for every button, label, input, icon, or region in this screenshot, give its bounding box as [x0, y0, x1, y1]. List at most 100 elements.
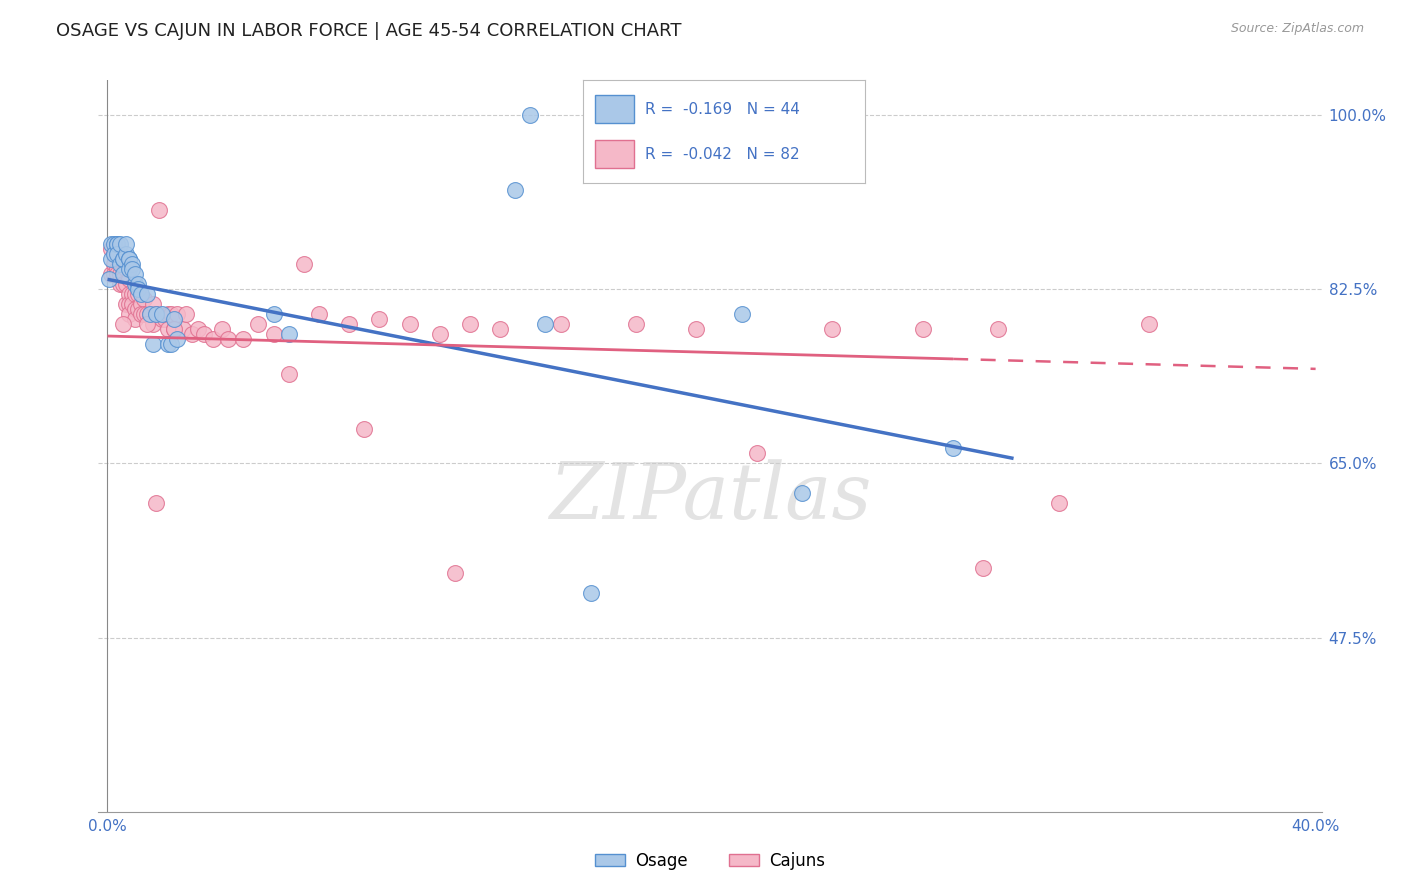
Point	[166, 307, 188, 321]
Point	[103, 237, 125, 252]
Point	[972, 561, 994, 575]
Point	[503, 183, 526, 197]
Point	[156, 307, 179, 321]
Point	[142, 297, 165, 311]
Point	[124, 312, 146, 326]
Point	[100, 243, 122, 257]
Point	[105, 237, 128, 252]
Point	[127, 287, 149, 301]
Point	[108, 252, 131, 267]
Point	[139, 307, 162, 321]
Text: R =  -0.042   N = 82: R = -0.042 N = 82	[645, 146, 800, 161]
Text: Source: ZipAtlas.com: Source: ZipAtlas.com	[1230, 22, 1364, 36]
Point	[202, 332, 225, 346]
Point	[160, 337, 183, 351]
Point	[353, 421, 375, 435]
Point	[132, 292, 155, 306]
Point	[145, 307, 167, 321]
Point	[111, 252, 134, 267]
Point	[181, 326, 204, 341]
Point	[534, 317, 557, 331]
Point	[121, 297, 143, 311]
Point	[100, 268, 122, 282]
Point	[129, 297, 152, 311]
Point	[105, 268, 128, 282]
Bar	[595, 95, 634, 123]
Point	[100, 237, 122, 252]
Point	[166, 332, 188, 346]
Point	[150, 312, 173, 326]
Point	[121, 262, 143, 277]
Point	[443, 566, 465, 580]
Point	[193, 326, 215, 341]
Point	[117, 297, 139, 311]
Point	[105, 237, 128, 252]
Point	[111, 272, 134, 286]
Point	[114, 262, 136, 277]
Text: R =  -0.169   N = 44: R = -0.169 N = 44	[645, 102, 800, 117]
Point	[942, 442, 965, 456]
Point	[232, 332, 254, 346]
Point	[111, 268, 134, 282]
Point	[127, 277, 149, 292]
Point	[745, 446, 768, 460]
Point	[292, 257, 315, 271]
Text: OSAGE VS CAJUN IN LABOR FORCE | AGE 45-54 CORRELATION CHART: OSAGE VS CAJUN IN LABOR FORCE | AGE 45-5…	[56, 22, 682, 40]
Point	[103, 268, 125, 282]
Point	[160, 307, 183, 321]
Point	[247, 317, 270, 331]
Point	[117, 252, 139, 267]
Point	[117, 307, 139, 321]
Point	[108, 277, 131, 292]
Point	[398, 317, 420, 331]
Point	[117, 272, 139, 286]
Point	[105, 247, 128, 261]
Point	[121, 287, 143, 301]
Point	[145, 307, 167, 321]
Point	[111, 277, 134, 292]
Point	[911, 322, 934, 336]
Point	[489, 322, 512, 336]
Point	[121, 257, 143, 271]
Point	[458, 317, 481, 331]
Point	[108, 257, 131, 271]
Point	[217, 332, 239, 346]
Point	[117, 287, 139, 301]
Point	[153, 312, 176, 326]
Point	[579, 586, 602, 600]
Point	[163, 322, 186, 336]
Point	[103, 247, 125, 261]
Point	[127, 282, 149, 296]
Point	[987, 322, 1010, 336]
Point	[129, 307, 152, 321]
Point	[624, 317, 647, 331]
Bar	[595, 140, 634, 169]
Point	[100, 252, 122, 267]
Point	[142, 317, 165, 331]
Point	[308, 307, 330, 321]
Point	[142, 337, 165, 351]
Text: ZIPatlas: ZIPatlas	[548, 459, 872, 535]
Point	[156, 322, 179, 336]
Point	[263, 307, 285, 321]
Point	[277, 367, 299, 381]
Point	[117, 262, 139, 277]
Point	[731, 307, 754, 321]
Point	[156, 337, 179, 351]
Point	[174, 307, 197, 321]
Point	[139, 307, 162, 321]
Point	[103, 257, 125, 271]
Point	[127, 302, 149, 317]
Point	[263, 326, 285, 341]
Point	[132, 307, 155, 321]
Point	[163, 322, 186, 336]
Point	[111, 252, 134, 267]
Point	[129, 287, 152, 301]
Point	[519, 108, 541, 122]
Point	[211, 322, 233, 336]
Point	[685, 322, 707, 336]
Point	[124, 268, 146, 282]
Point	[124, 277, 146, 292]
Point	[105, 247, 128, 261]
Point	[108, 268, 131, 282]
